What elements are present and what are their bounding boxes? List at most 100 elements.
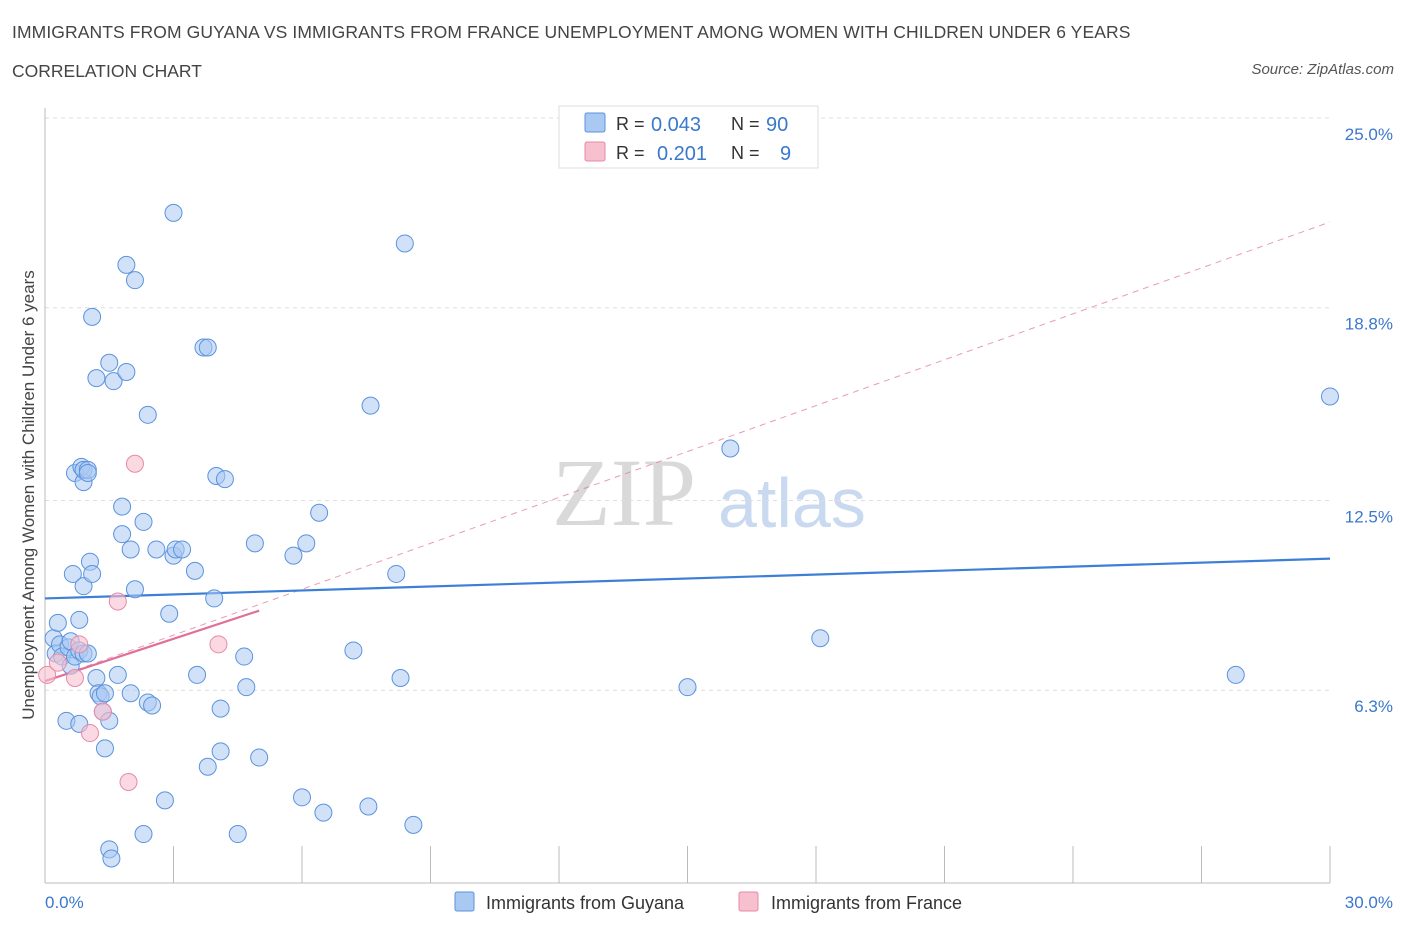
gridlines	[45, 117, 1330, 691]
series-guyana	[44, 203, 1339, 868]
guyana-point	[100, 353, 119, 372]
guyana-point	[215, 470, 234, 489]
france-point	[38, 665, 57, 684]
y-tick-label-12-5: 12.5%	[1345, 508, 1393, 527]
france-r-label: R =	[616, 143, 645, 163]
guyana-r-label: R =	[616, 114, 645, 134]
france-swatch-icon	[584, 141, 606, 162]
france-point	[125, 454, 144, 473]
guyana-point	[164, 203, 183, 222]
france-point	[48, 653, 67, 672]
guyana-point	[113, 497, 132, 516]
guyana-point	[117, 255, 136, 274]
guyana-point	[211, 699, 230, 718]
france-n-value: 9	[780, 143, 791, 165]
france-r-value: 0.201	[657, 143, 707, 165]
guyana-point	[284, 546, 303, 565]
guyana-point	[1321, 387, 1339, 406]
guyana-point	[310, 503, 329, 522]
guyana-point	[125, 580, 144, 599]
guyana-point	[138, 405, 157, 424]
guyana-point	[160, 604, 179, 623]
france-point	[65, 668, 84, 687]
guyana-point	[391, 668, 410, 687]
guyana-point	[95, 739, 114, 758]
guyana-point	[134, 825, 153, 844]
guyana-point	[78, 463, 97, 482]
chart-subtitle: CORRELATION CHART	[12, 61, 202, 81]
guyana-point	[235, 647, 254, 666]
france-n-label: N =	[731, 143, 760, 163]
guyana-point	[104, 372, 123, 391]
watermark-atlas: atlas	[718, 464, 866, 542]
guyana-point	[198, 338, 217, 357]
guyana-point	[297, 534, 316, 553]
guyana-point	[198, 757, 217, 776]
y-tick-label-6-3: 6.3%	[1354, 697, 1393, 716]
guyana-point	[155, 791, 174, 810]
guyana-n-label: N =	[731, 114, 760, 134]
france-point	[119, 773, 138, 792]
guyana-point	[48, 613, 67, 632]
stats-legend: R = 0.043 N = 90 R = 0.201 N = 9	[558, 105, 819, 169]
legend-france-label: Immigrants from France	[771, 893, 962, 913]
guyana-point	[147, 540, 166, 559]
guyana-point	[245, 534, 264, 553]
guyana-point	[173, 540, 192, 559]
series-legend: Immigrants from Guyana Immigrants from F…	[454, 891, 962, 913]
guyana-point	[125, 271, 144, 290]
x-ticks	[173, 846, 1331, 883]
france-trendline	[44, 609, 260, 683]
france-point	[108, 592, 127, 611]
guyana-point	[87, 369, 106, 388]
guyana-point	[117, 362, 136, 381]
guyana-point	[143, 696, 162, 715]
france-point	[209, 635, 228, 654]
guyana-point	[314, 803, 333, 822]
x-tick-label-min: 0.0%	[45, 893, 84, 912]
guyana-point	[228, 825, 247, 844]
guyana-point	[74, 577, 93, 596]
guyana-point	[83, 307, 102, 326]
guyana-point	[102, 849, 121, 868]
source-credit: Source: ZipAtlas.com	[1251, 61, 1394, 78]
legend-guyana-label: Immigrants from Guyana	[486, 893, 685, 913]
guyana-point	[113, 525, 132, 544]
chart-title: IMMIGRANTS FROM GUYANA VS IMMIGRANTS FRO…	[12, 22, 1131, 42]
guyana-point	[1226, 665, 1245, 684]
guyana-point	[387, 564, 406, 583]
legend-france-swatch-icon	[738, 891, 759, 912]
y-axis-title: Unemployment Among Women with Children U…	[19, 270, 38, 719]
guyana-point	[108, 665, 127, 684]
guyana-point	[293, 788, 311, 807]
france-point	[80, 724, 99, 743]
guyana-point	[63, 564, 82, 583]
series-france	[38, 454, 228, 792]
guyana-point	[344, 641, 363, 660]
guyana-swatch-icon	[584, 112, 606, 133]
guyana-point	[188, 665, 207, 684]
guyana-point	[678, 678, 697, 697]
guyana-n-value: 90	[766, 114, 788, 136]
guyana-point	[811, 629, 830, 648]
guyana-point	[205, 589, 224, 608]
guyana-point	[121, 540, 140, 559]
guyana-point	[121, 684, 140, 703]
guyana-point	[404, 815, 423, 834]
guyana-point	[721, 439, 740, 458]
guyana-point	[83, 564, 102, 583]
y-tick-label-18-8: 18.8%	[1345, 315, 1393, 334]
guyana-point	[95, 684, 114, 703]
y-tick-label-25-0: 25.0%	[1345, 125, 1393, 144]
guyana-point	[70, 610, 89, 629]
france-trendline-extended	[44, 221, 1331, 682]
france-point	[93, 702, 112, 721]
guyana-point	[361, 396, 380, 415]
guyana-trendline	[44, 557, 1331, 600]
trendlines	[44, 221, 1331, 683]
x-tick-label-max: 30.0%	[1345, 893, 1393, 912]
guyana-point	[134, 512, 153, 531]
legend-guyana-swatch-icon	[454, 891, 475, 912]
guyana-point	[395, 234, 414, 253]
